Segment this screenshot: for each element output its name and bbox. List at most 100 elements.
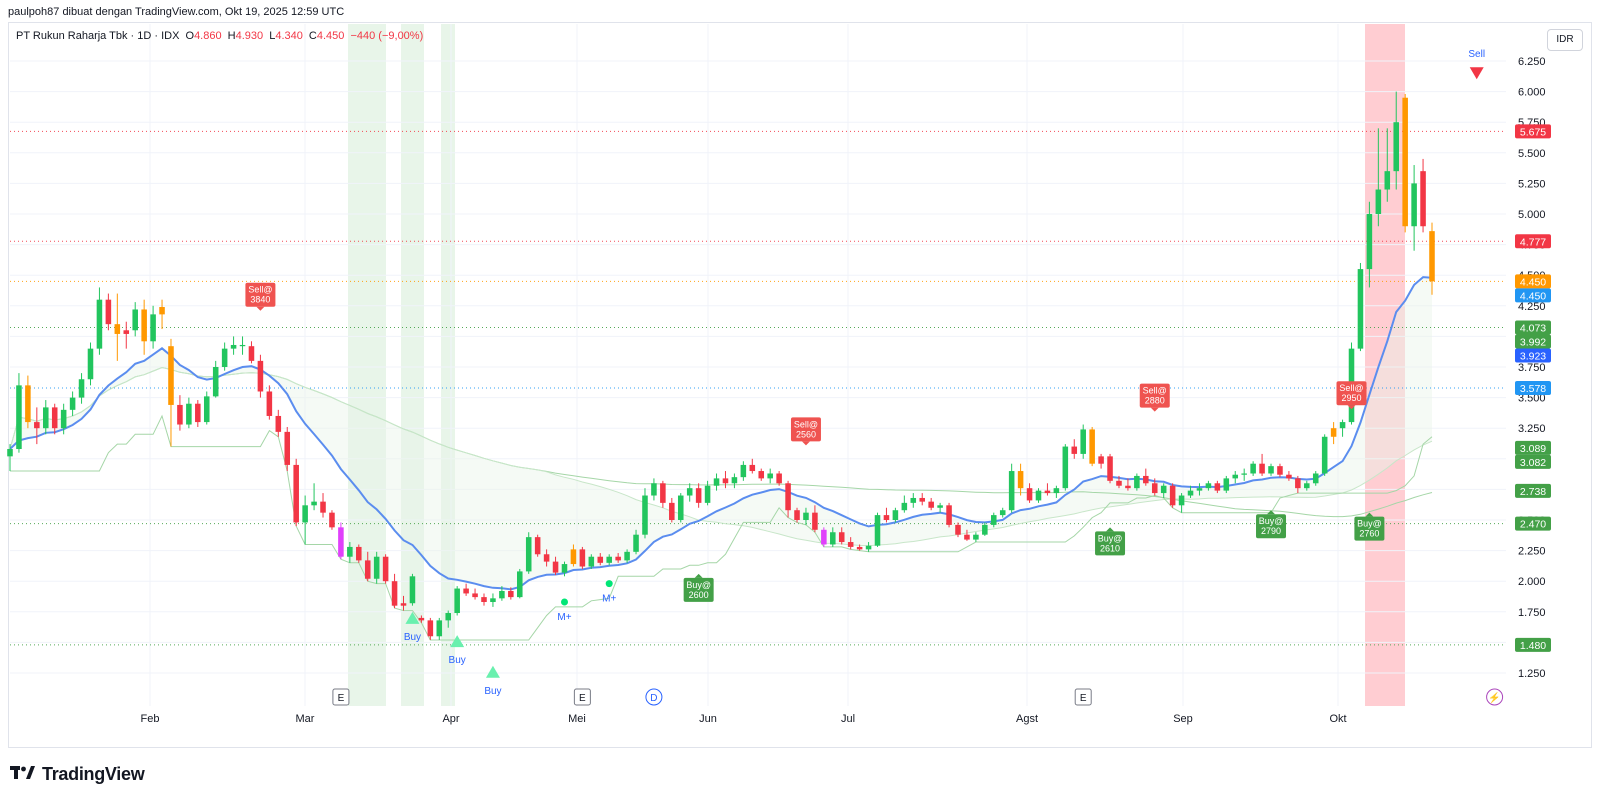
candle-body	[239, 344, 246, 347]
candle-body	[508, 590, 514, 598]
highlight-band	[401, 24, 424, 706]
candle-body	[830, 532, 836, 545]
y-tick-label: 5.250	[1518, 178, 1546, 190]
candle-body	[642, 495, 648, 535]
candle-body	[1411, 183, 1417, 227]
candle	[588, 554, 595, 569]
candle	[758, 468, 765, 481]
candle-body	[776, 473, 782, 484]
candle	[803, 507, 809, 525]
price-tag-text: 3.923	[1520, 350, 1546, 362]
highlight-band	[348, 24, 386, 706]
candle	[1312, 471, 1319, 486]
candle	[731, 473, 738, 489]
candle	[1116, 475, 1122, 489]
candle-body	[302, 505, 308, 523]
candle	[615, 553, 621, 563]
candle-body	[311, 501, 317, 506]
badge-text: Buy@	[686, 580, 711, 590]
candle-body	[722, 478, 729, 484]
candle	[794, 507, 800, 523]
candle-body	[1098, 456, 1104, 464]
price-tag: 4.777	[1515, 234, 1551, 249]
candle-body	[481, 597, 487, 603]
candle-body	[838, 532, 845, 543]
candle	[329, 510, 335, 530]
y-tick-label: 6.000	[1518, 87, 1546, 99]
candle	[1071, 439, 1078, 459]
candle-body	[1268, 466, 1274, 474]
price-tag-box	[1515, 274, 1551, 289]
currency-button[interactable]: IDR	[1547, 29, 1583, 51]
event-icon[interactable]: E	[573, 688, 591, 706]
candle-body	[1223, 478, 1230, 491]
sell-arrow: Sell	[1468, 49, 1485, 80]
candle	[1160, 483, 1167, 498]
candle-body	[364, 560, 371, 579]
candle	[1295, 475, 1301, 494]
candle	[409, 573, 416, 606]
x-tick-label: Agst	[1016, 713, 1038, 725]
symbol-name[interactable]: PT Rukun Raharja Tbk · 1D · IDX	[16, 30, 180, 42]
buy-arrow: Buy	[449, 635, 466, 666]
price-tag: 4.450	[1515, 274, 1551, 289]
candle-body	[203, 396, 210, 423]
candle	[821, 527, 827, 547]
candle	[1062, 444, 1069, 491]
candle-body	[1143, 475, 1149, 484]
candle-body	[606, 556, 612, 563]
price-tag-box	[1515, 234, 1551, 249]
event-icon[interactable]: E	[332, 688, 350, 706]
candle-body	[7, 449, 13, 457]
badge-text: 3840	[250, 295, 270, 305]
price-tag-text: 1.480	[1520, 640, 1546, 652]
candle-body	[51, 407, 58, 429]
candle	[463, 583, 469, 596]
candle-body	[1035, 490, 1042, 501]
candle	[1098, 453, 1104, 469]
price-tags: 5.675 4.777 4.450 4.450 4.073 3.992 3.923 3.578…	[1515, 124, 1551, 652]
price-tag-text: 2.470	[1520, 519, 1546, 531]
event-icon[interactable]: E	[1074, 688, 1092, 706]
candle	[230, 336, 237, 355]
event-icon[interactable]: ⚡	[1486, 688, 1504, 706]
candle	[642, 488, 648, 539]
candle	[1169, 483, 1176, 508]
candle	[919, 493, 925, 506]
candle-body	[686, 488, 693, 496]
dividend-icon	[645, 688, 663, 706]
candle	[552, 556, 559, 576]
candle	[991, 512, 997, 528]
candle	[203, 391, 210, 425]
candle-body	[588, 556, 595, 567]
candle-body	[1017, 471, 1024, 489]
candle-body	[910, 497, 917, 503]
candle-body	[212, 367, 219, 397]
chart-canvas[interactable]: Sell@3840Sell@2560Sell@2880Sell@2950Buy@…	[0, 0, 1600, 760]
earnings-icon	[1074, 688, 1092, 706]
candle	[1053, 485, 1060, 498]
candle-body	[1160, 485, 1167, 494]
candle-body	[1357, 269, 1364, 349]
price-tag: 1.480	[1515, 637, 1551, 652]
buy-badge: Buy@2600	[683, 573, 714, 602]
candle	[347, 542, 353, 563]
candle-body	[293, 464, 299, 523]
candle	[391, 573, 398, 609]
candle-body	[1429, 231, 1435, 282]
candle	[570, 544, 577, 567]
price-tag: 4.073	[1515, 320, 1551, 335]
candle-body	[168, 346, 174, 405]
y-tick-label: 1.250	[1518, 668, 1546, 680]
candle	[838, 527, 845, 545]
tradingview-brand[interactable]: TradingView	[10, 763, 145, 785]
candle-body	[785, 483, 791, 511]
candle	[293, 458, 299, 527]
badge-box	[683, 577, 714, 602]
event-icon[interactable]: D	[645, 688, 663, 706]
candle	[937, 502, 943, 513]
badge-pointer	[694, 573, 703, 578]
candle	[830, 527, 836, 547]
candle	[1304, 480, 1310, 491]
candle	[1321, 434, 1328, 476]
